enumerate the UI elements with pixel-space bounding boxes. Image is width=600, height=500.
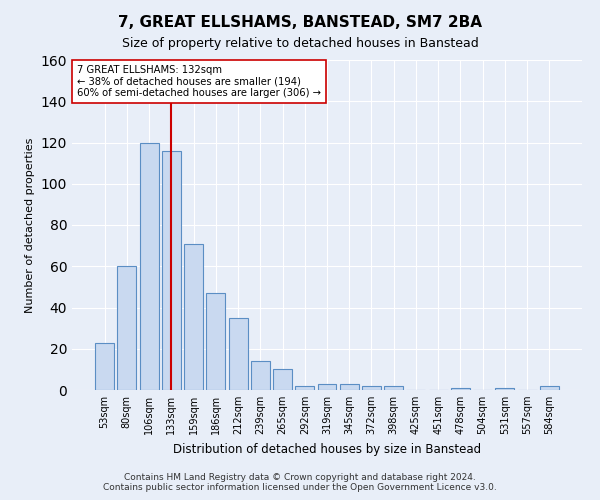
Bar bbox=[251, 361, 270, 390]
Bar bbox=[340, 384, 359, 390]
Bar bbox=[95, 342, 114, 390]
Bar bbox=[496, 388, 514, 390]
Bar bbox=[451, 388, 470, 390]
Bar bbox=[184, 244, 203, 390]
Bar bbox=[118, 266, 136, 390]
Bar bbox=[317, 384, 337, 390]
Bar bbox=[162, 151, 181, 390]
Text: Size of property relative to detached houses in Banstead: Size of property relative to detached ho… bbox=[122, 38, 478, 51]
Bar bbox=[229, 318, 248, 390]
Text: 7, GREAT ELLSHAMS, BANSTEAD, SM7 2BA: 7, GREAT ELLSHAMS, BANSTEAD, SM7 2BA bbox=[118, 15, 482, 30]
Bar bbox=[273, 370, 292, 390]
Bar bbox=[206, 293, 225, 390]
Text: Contains HM Land Registry data © Crown copyright and database right 2024.
Contai: Contains HM Land Registry data © Crown c… bbox=[103, 473, 497, 492]
Bar bbox=[295, 386, 314, 390]
Bar bbox=[384, 386, 403, 390]
Bar bbox=[140, 142, 158, 390]
Text: 7 GREAT ELLSHAMS: 132sqm
← 38% of detached houses are smaller (194)
60% of semi-: 7 GREAT ELLSHAMS: 132sqm ← 38% of detach… bbox=[77, 65, 321, 98]
X-axis label: Distribution of detached houses by size in Banstead: Distribution of detached houses by size … bbox=[173, 442, 481, 456]
Bar bbox=[362, 386, 381, 390]
Bar bbox=[540, 386, 559, 390]
Y-axis label: Number of detached properties: Number of detached properties bbox=[25, 138, 35, 312]
